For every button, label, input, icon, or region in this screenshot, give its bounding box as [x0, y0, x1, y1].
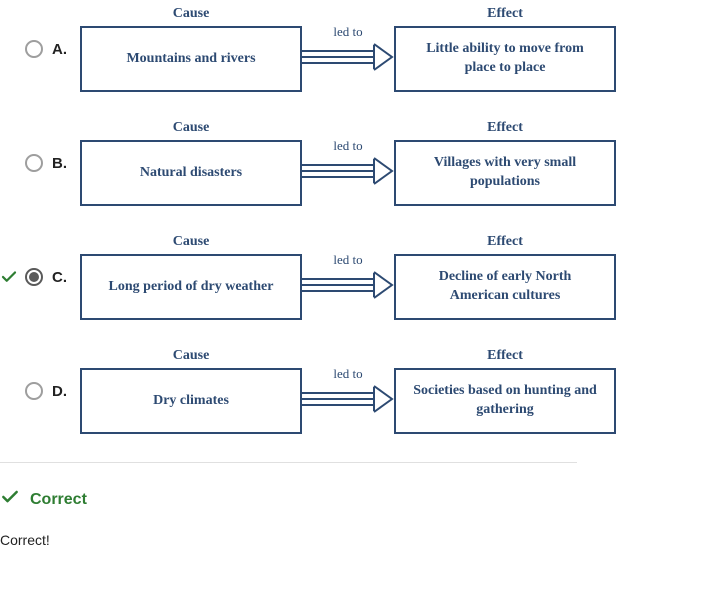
- option-radio[interactable]: [22, 40, 46, 58]
- arrow-icon: [302, 156, 394, 191]
- cause-effect-diagram: CauseMountains and riversled toEffectLit…: [80, 6, 616, 92]
- arrow-label: led to: [333, 24, 362, 40]
- feedback-separator: [0, 462, 577, 463]
- cause-box: Long period of dry weather: [80, 254, 302, 320]
- cause-box: Dry climates: [80, 368, 302, 434]
- cause-effect-diagram: CauseDry climatesled toEffectSocieties b…: [80, 348, 616, 434]
- option-radio[interactable]: [22, 382, 46, 400]
- option-letter: B.: [52, 155, 74, 172]
- arrow-label: led to: [333, 366, 362, 382]
- arrow-icon: [302, 384, 394, 419]
- effect-box: Villages with very small populations: [394, 140, 616, 206]
- effect-column: Effect Villages with very small populatio…: [394, 120, 616, 206]
- effect-column: Effect Little ability to move from place …: [394, 6, 616, 92]
- effect-box: Decline of early North American cultures: [394, 254, 616, 320]
- leads-to-arrow: led to: [302, 42, 394, 77]
- option-radio[interactable]: [22, 154, 46, 172]
- option-row: A.CauseMountains and riversled toEffectL…: [0, 6, 717, 92]
- effect-box: Societies based on hunting and gathering: [394, 368, 616, 434]
- effect-box: Little ability to move from place to pla…: [394, 26, 616, 92]
- arrow-label: led to: [333, 252, 362, 268]
- effect-label: Effect: [487, 6, 523, 22]
- arrow-icon: [302, 270, 394, 305]
- cause-label: Cause: [173, 234, 210, 250]
- cause-column: Cause Mountains and rivers: [80, 6, 302, 92]
- option-letter: C.: [52, 269, 74, 286]
- cause-column: Cause Dry climates: [80, 348, 302, 434]
- cause-effect-diagram: CauseNatural disastersled toEffectVillag…: [80, 120, 616, 206]
- arrow-label: led to: [333, 138, 362, 154]
- feedback-status: Correct: [30, 491, 87, 509]
- feedback-check-icon: [0, 487, 20, 512]
- effect-label: Effect: [487, 234, 523, 250]
- cause-box: Mountains and rivers: [80, 26, 302, 92]
- correct-check-icon: [0, 268, 18, 286]
- cause-label: Cause: [173, 6, 210, 22]
- cause-label: Cause: [173, 348, 210, 364]
- leads-to-arrow: led to: [302, 384, 394, 419]
- option-radio[interactable]: [22, 268, 46, 286]
- arrow-icon: [302, 42, 394, 77]
- answer-options: A.CauseMountains and riversled toEffectL…: [0, 6, 717, 434]
- effect-column: Effect Societies based on hunting and gat…: [394, 348, 616, 434]
- effect-column: Effect Decline of early North American cu…: [394, 234, 616, 320]
- cause-label: Cause: [173, 120, 210, 136]
- option-row: D.CauseDry climatesled toEffectSocieties…: [0, 348, 717, 434]
- effect-label: Effect: [487, 348, 523, 364]
- cause-box: Natural disasters: [80, 140, 302, 206]
- leads-to-arrow: led to: [302, 270, 394, 305]
- feedback-row: Correct: [0, 487, 717, 512]
- option-row: C.CauseLong period of dry weatherled toE…: [0, 234, 717, 320]
- option-row: B.CauseNatural disastersled toEffectVill…: [0, 120, 717, 206]
- effect-label: Effect: [487, 120, 523, 136]
- leads-to-arrow: led to: [302, 156, 394, 191]
- option-letter: A.: [52, 41, 74, 58]
- cause-column: Cause Long period of dry weather: [80, 234, 302, 320]
- option-letter: D.: [52, 383, 74, 400]
- cause-column: Cause Natural disasters: [80, 120, 302, 206]
- cause-effect-diagram: CauseLong period of dry weatherled toEff…: [80, 234, 616, 320]
- feedback-text: Correct!: [0, 532, 717, 548]
